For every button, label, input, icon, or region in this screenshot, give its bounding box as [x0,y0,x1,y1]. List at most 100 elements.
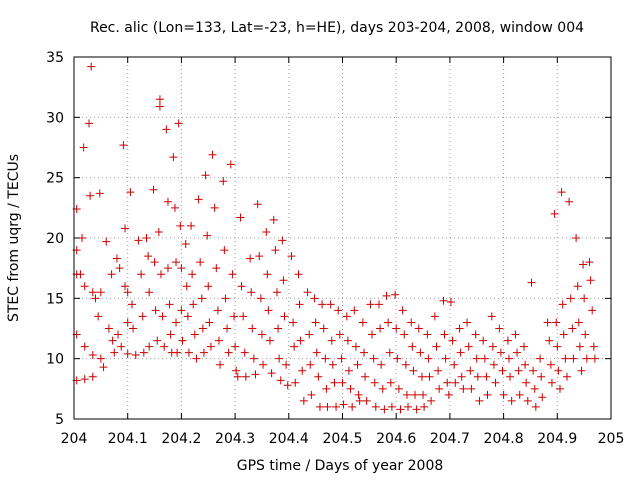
data-point [555,384,564,393]
data-point [216,360,225,369]
data-point [479,336,488,345]
data-point [322,384,331,393]
data-point [278,236,287,245]
data-point [559,330,568,339]
data-point [299,396,308,405]
data-point [139,348,148,357]
data-point [272,288,281,297]
data-point [280,312,289,321]
data-point [131,351,140,360]
data-point [80,282,89,291]
data-point [423,330,432,339]
data-point [127,300,136,309]
data-point [319,324,328,333]
data-point [220,246,229,255]
data-point [88,288,97,297]
data-point [279,276,288,285]
data-point [226,160,235,169]
y-axis: 5 10 15 20 25 30 35 [46,50,611,428]
data-point [513,348,522,357]
data-point [134,236,143,245]
data-point [228,270,237,279]
data-point [197,294,206,303]
data-point [566,294,575,303]
data-point [156,270,165,279]
data-point [119,141,128,150]
data-point [339,400,348,409]
data-point [557,188,566,197]
data-point [430,312,439,321]
data-point [342,312,351,321]
data-point [321,354,330,363]
data-point [303,288,312,297]
data-point [553,342,562,351]
data-point [138,312,147,321]
data-point [464,342,473,351]
data-point [172,258,181,267]
x-tick-label: 204.3 [215,431,255,447]
data-point [212,264,221,273]
data-point [248,324,257,333]
data-point [581,330,590,339]
y-tick-label: 30 [46,110,64,126]
data-point [174,119,183,128]
data-point [491,378,500,387]
data-point [344,366,353,375]
data-point [574,318,583,327]
data-point [507,396,516,405]
data-point [466,366,475,375]
data-point [487,312,496,321]
data-point [455,324,464,333]
data-point [511,330,520,339]
data-point [585,258,594,267]
data-point [189,300,198,309]
data-point [305,330,314,339]
data-point [337,354,346,363]
data-point [522,378,531,387]
data-point [183,312,192,321]
data-point [439,296,448,305]
data-point [256,294,265,303]
data-point [472,354,481,363]
data-point [335,330,344,339]
data-point [149,185,158,194]
data-point [586,276,595,285]
data-point [404,402,413,411]
data-point [575,342,584,351]
data-point [223,324,232,333]
data-point [121,282,130,291]
data-point [104,324,113,333]
data-point [169,153,178,162]
data-point [271,246,280,255]
data-point [88,351,97,360]
data-point [482,372,491,381]
data-point [480,354,489,363]
data-point [582,354,591,363]
data-point [88,372,97,381]
data-point [506,372,515,381]
data-point [282,360,291,369]
data-point [434,366,443,375]
data-point [213,306,222,315]
data-point [110,348,119,357]
data-point [190,330,199,339]
data-point [419,390,428,399]
data-point [291,378,300,387]
data-point [155,95,164,104]
data-point [275,354,284,363]
data-point [233,372,242,381]
data-point [483,390,492,399]
data-point [398,306,407,315]
data-point [240,348,249,357]
data-point [237,282,246,291]
data-point [312,348,321,357]
data-point [178,336,187,345]
data-point [188,270,197,279]
data-point [239,312,248,321]
data-point [323,402,332,411]
data-point [370,378,379,387]
data-point [588,306,597,315]
data-point [569,354,578,363]
